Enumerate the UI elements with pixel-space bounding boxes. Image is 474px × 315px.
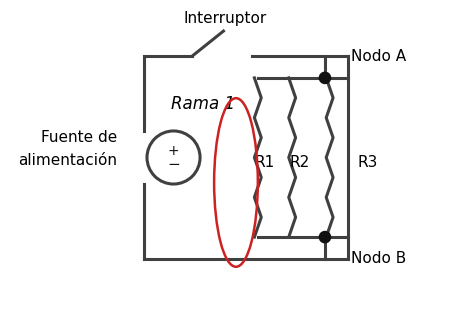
Text: −: − — [167, 157, 180, 172]
Text: +: + — [168, 144, 179, 158]
Text: Nodo A: Nodo A — [352, 49, 407, 64]
Text: Nodo B: Nodo B — [352, 251, 407, 266]
Text: Rama 1: Rama 1 — [171, 95, 235, 113]
Text: Fuente de: Fuente de — [41, 130, 118, 145]
Text: R3: R3 — [358, 155, 378, 170]
Text: R2: R2 — [289, 155, 310, 170]
Text: alimentación: alimentación — [18, 153, 118, 168]
Text: Interruptor: Interruptor — [183, 11, 267, 26]
Circle shape — [319, 72, 330, 83]
Circle shape — [319, 232, 330, 243]
Text: R1: R1 — [255, 155, 275, 170]
